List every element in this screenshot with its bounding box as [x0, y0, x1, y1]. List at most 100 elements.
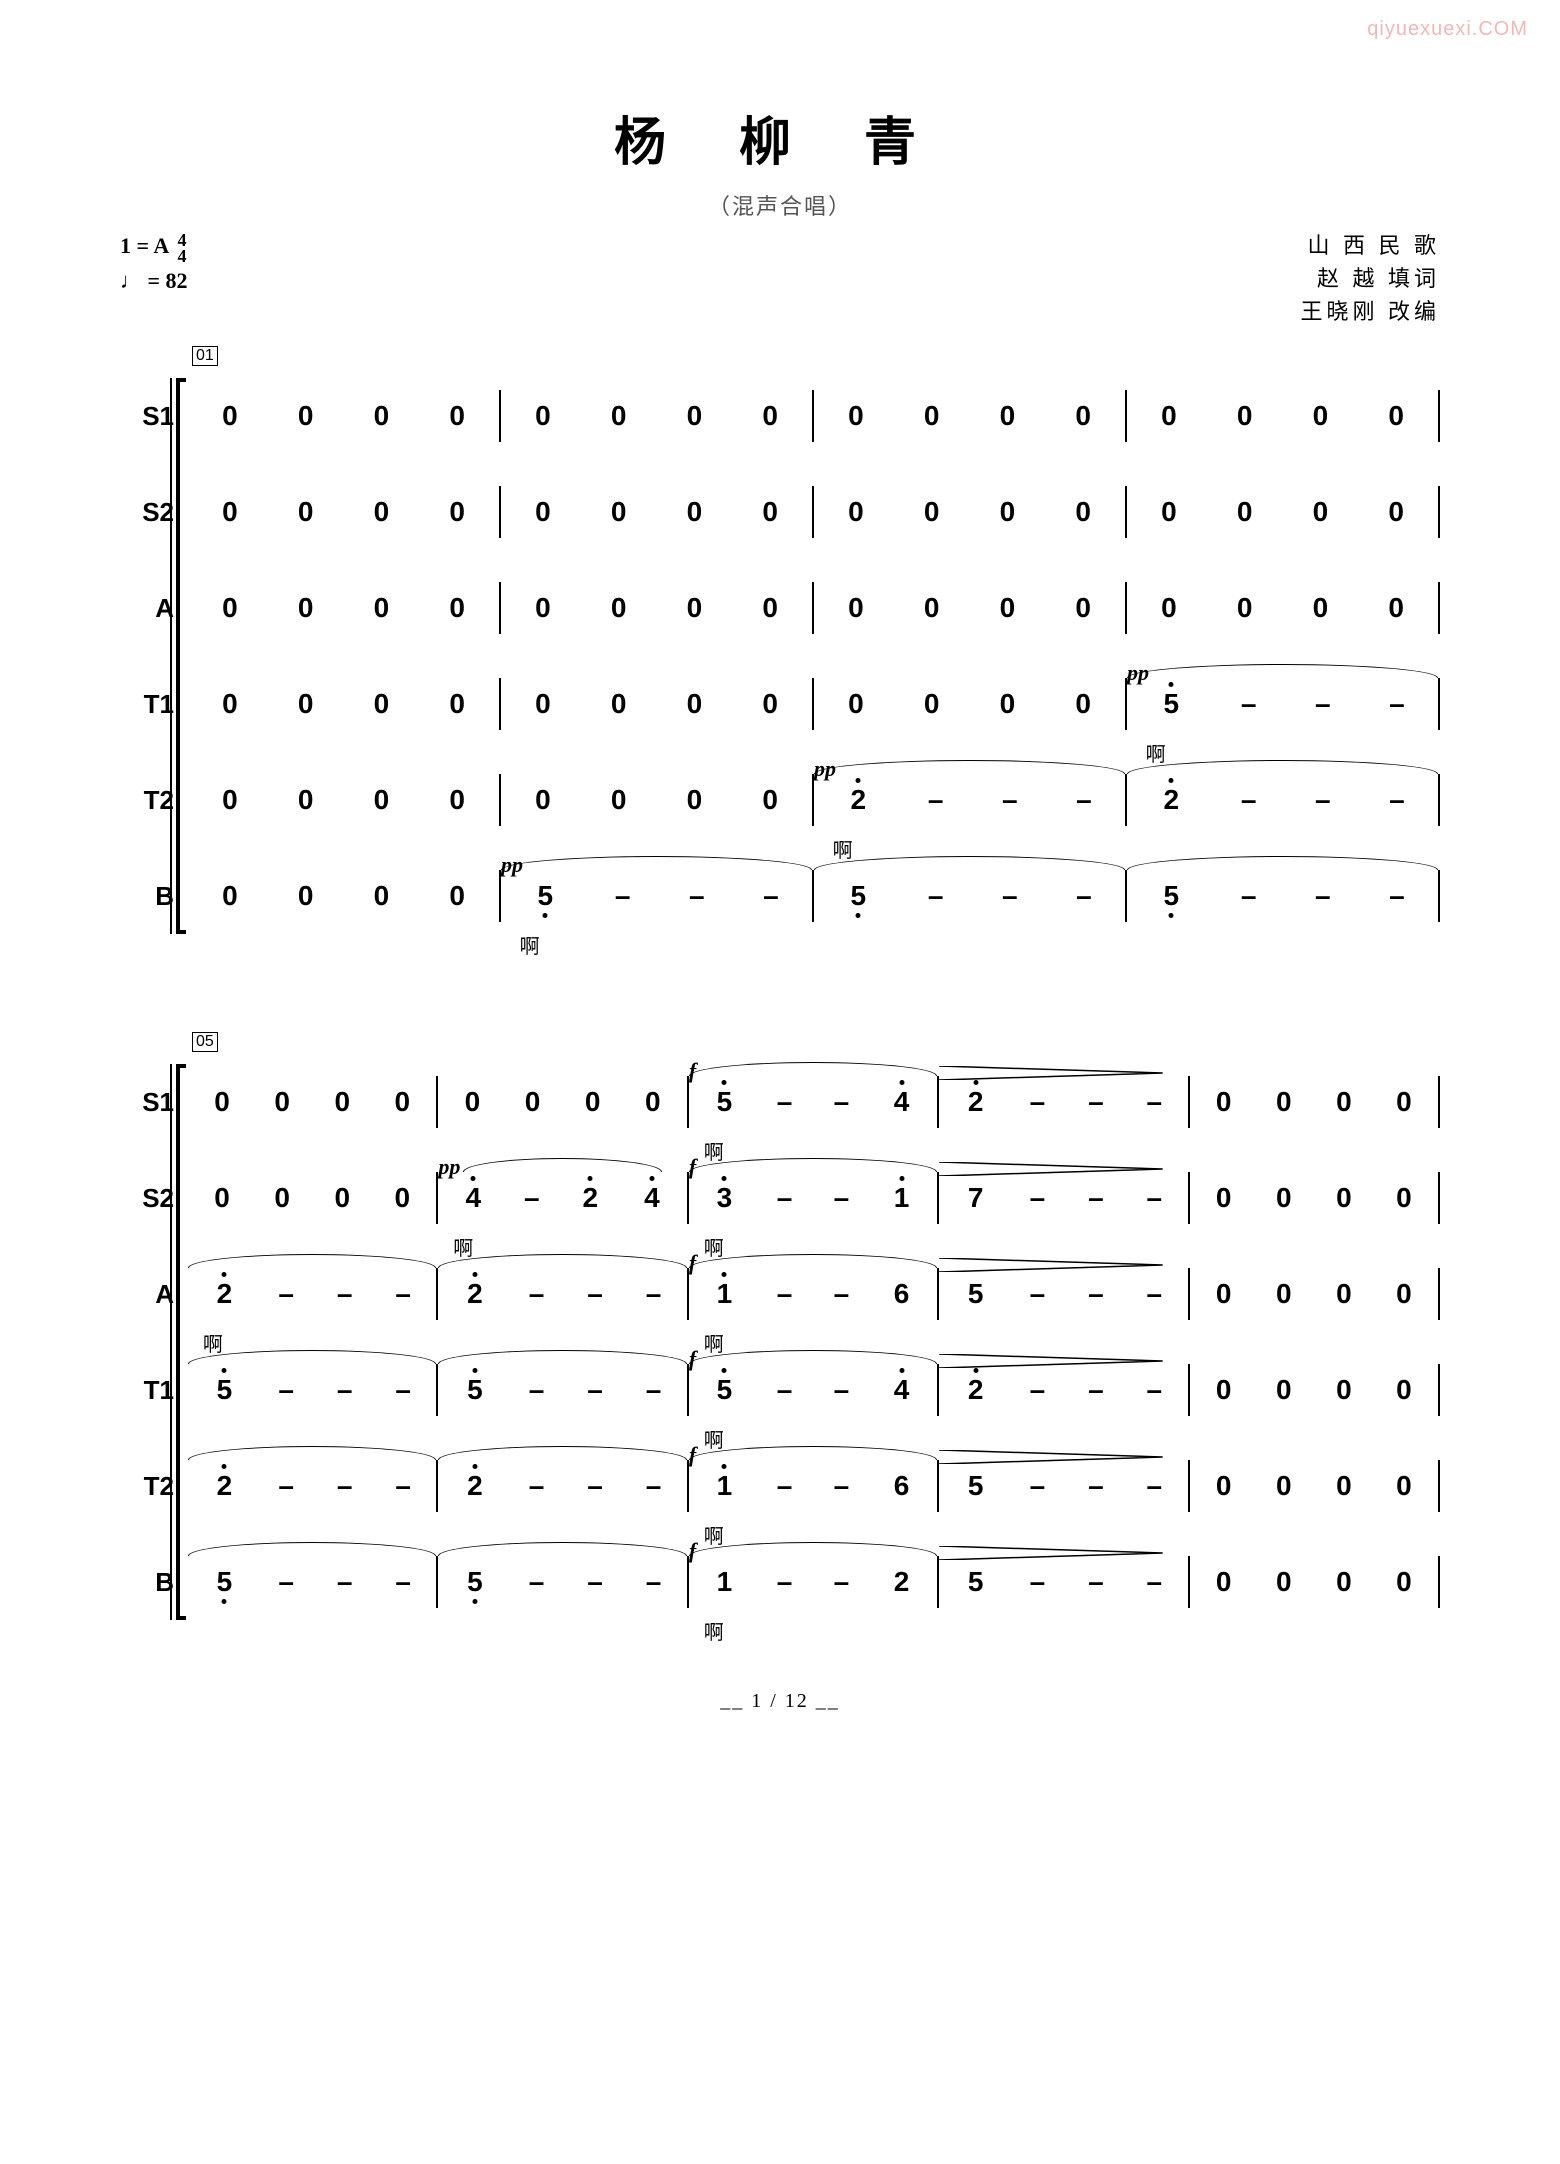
note: – — [278, 1470, 294, 1502]
note: 2 — [213, 1278, 235, 1310]
note: 0 — [921, 688, 943, 720]
note: – — [1088, 1374, 1104, 1406]
measure: 0000 — [188, 582, 501, 634]
time-bottom: 4 — [178, 248, 187, 264]
note: 0 — [1273, 1086, 1295, 1118]
note: 0 — [1213, 1278, 1235, 1310]
measures: 0000000000000000 — [188, 464, 1440, 560]
measure: 1––2f啊 — [689, 1556, 939, 1608]
note: – — [646, 1278, 662, 1310]
title: 杨 柳 青 — [120, 100, 1440, 175]
measure: 5––– — [438, 1364, 688, 1416]
measure: 0000 — [188, 1076, 438, 1128]
staff-label: T1 — [122, 1375, 174, 1406]
tie — [438, 1350, 686, 1364]
note: – — [1147, 1470, 1163, 1502]
note: 6 — [891, 1470, 913, 1502]
staff-label: A — [122, 1279, 174, 1310]
note: 0 — [1273, 1182, 1295, 1214]
measure: 0000 — [814, 582, 1127, 634]
measure: 1––6f啊 — [689, 1268, 939, 1320]
staff-label: S2 — [122, 1183, 174, 1214]
system-bracket — [176, 378, 186, 934]
note: – — [834, 1278, 850, 1310]
measure: 0 0 0 0 — [814, 678, 1127, 730]
note: 0 — [271, 1086, 293, 1118]
note: 0 — [295, 784, 317, 816]
measures: 000000005––4f啊2–––0000 — [188, 1054, 1440, 1150]
note: 0 — [370, 496, 392, 528]
staff-row-s2: S200004–24pp啊3––1f啊7–––0000 — [188, 1150, 1440, 1246]
page-number: __ 1 / 12 __ — [120, 1690, 1440, 1713]
note: 0 — [683, 496, 705, 528]
note: 0 — [295, 688, 317, 720]
measure: 0000 — [1127, 390, 1440, 442]
staff-label: T2 — [122, 785, 174, 816]
note: 0 — [1213, 1182, 1235, 1214]
note: 0 — [532, 784, 554, 816]
system-1: 01 S10000000000000000S20000000000000000A… — [120, 368, 1440, 944]
measure: 0000 — [188, 774, 501, 826]
note: 1 — [891, 1182, 913, 1214]
measure: 0000 — [438, 1076, 688, 1128]
note: 5 — [213, 1566, 235, 1598]
measure: 0000 — [188, 870, 501, 922]
note: 0 — [1393, 1086, 1415, 1118]
note: 0 — [996, 688, 1018, 720]
note: 0 — [1158, 400, 1180, 432]
note: 0 — [522, 1086, 544, 1118]
measure: 5––– — [188, 1364, 438, 1416]
measure: 2–––pp啊 — [814, 774, 1127, 826]
measure: 5––– — [438, 1556, 688, 1608]
note: 0 — [1393, 1566, 1415, 1598]
note: 5 — [1160, 880, 1182, 912]
note: – — [777, 1086, 793, 1118]
staff-row-s1: S10000000000000000 — [188, 368, 1440, 464]
note: – — [1088, 1182, 1104, 1214]
hairpin-decresc — [939, 1354, 1163, 1368]
measure: 2––– — [188, 1460, 438, 1512]
note: – — [777, 1470, 793, 1502]
measure: 5––4f啊 — [689, 1076, 939, 1128]
note: – — [524, 1182, 540, 1214]
staff-label: S1 — [122, 1087, 174, 1118]
note: 0 — [219, 784, 241, 816]
tie — [438, 1254, 686, 1268]
note: 0 — [608, 496, 630, 528]
measure: 5––– — [814, 870, 1127, 922]
measure: 2––– — [939, 1076, 1189, 1128]
note: 0 — [921, 400, 943, 432]
tie — [814, 760, 1125, 774]
note: 2 — [965, 1374, 987, 1406]
note: – — [529, 1374, 545, 1406]
note: 4 — [891, 1086, 913, 1118]
note: 1 — [713, 1566, 735, 1598]
note: – — [834, 1182, 850, 1214]
note: – — [834, 1086, 850, 1118]
note: 0 — [532, 592, 554, 624]
measure: 0000 — [188, 1172, 438, 1224]
measure: 0000 — [188, 390, 501, 442]
note: 0 — [446, 496, 468, 528]
note: – — [587, 1374, 603, 1406]
note: 0 — [446, 880, 468, 912]
measures: 0000000000000000 — [188, 368, 1440, 464]
note: – — [1241, 688, 1257, 720]
system-bracket-thin — [170, 378, 175, 934]
note: 0 — [1072, 688, 1094, 720]
note: 0 — [1072, 592, 1094, 624]
staff-label: B — [122, 881, 174, 912]
measure: 5––– — [188, 1556, 438, 1608]
note: 0 — [295, 400, 317, 432]
note: 0 — [845, 688, 867, 720]
note: 0 — [370, 880, 392, 912]
lyric: 啊 — [520, 930, 540, 959]
measure-number: 05 — [192, 1032, 218, 1052]
note: – — [928, 880, 944, 912]
note: 0 — [1309, 592, 1331, 624]
note: – — [395, 1566, 411, 1598]
staff-row-t1: T10000000000005–––pp啊 — [188, 656, 1440, 752]
note: 0 — [1234, 400, 1256, 432]
measure: 5––4f啊 — [689, 1364, 939, 1416]
staff-label: S1 — [122, 401, 174, 432]
